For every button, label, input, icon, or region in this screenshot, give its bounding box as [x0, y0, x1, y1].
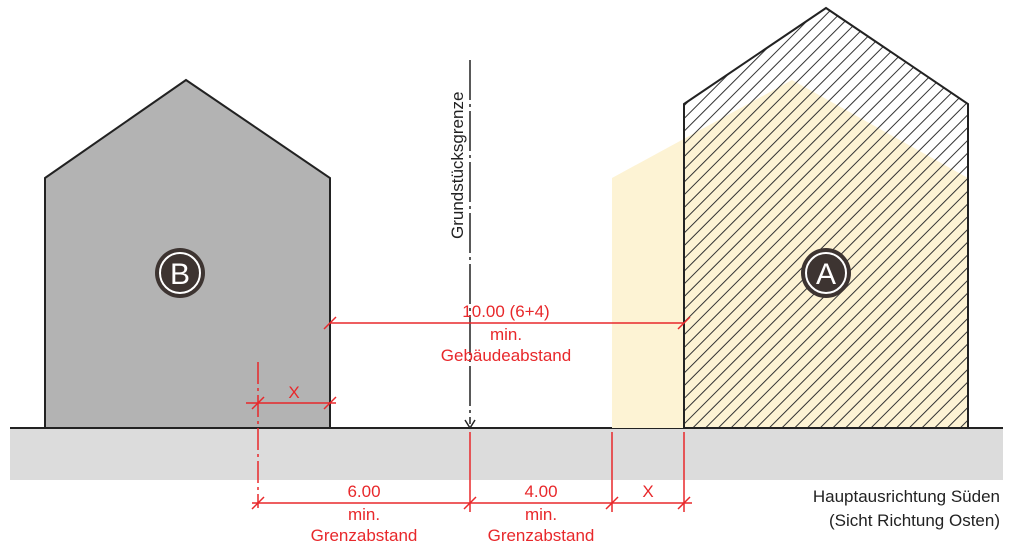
building-b-badge: B [155, 248, 205, 298]
building-distance-min: min. [490, 325, 522, 344]
building-a-badge: A [801, 248, 851, 298]
x-left-label: X [288, 383, 299, 402]
building-distance-value: 10.00 (6+4) [462, 302, 549, 321]
boundary-arrow [464, 419, 476, 430]
boundary-distance-right-value: 4.00 [524, 482, 557, 501]
building-distance-dimension [323, 316, 691, 330]
building-distance-label: Gebäudeabstand [441, 346, 571, 365]
building-a-hatch [684, 8, 968, 428]
orientation-line-1: Hauptausrichtung Süden [813, 487, 1000, 506]
lower-extension-lines [469, 432, 685, 512]
building-a-label: A [816, 258, 836, 291]
boundary-distance-left-min: min. [348, 505, 380, 524]
x-right-label: X [642, 482, 653, 501]
building-a [683, 6, 969, 429]
property-boundary-label: Grundstücksgrenze [448, 92, 467, 239]
ground [10, 428, 1003, 480]
building-b-label: B [170, 258, 190, 291]
x-left-dimension [246, 396, 337, 410]
boundary-distance-right-label: Grenzabstand [488, 526, 595, 545]
boundary-distance-left-label: Grenzabstand [311, 526, 418, 545]
lower-dimension-line [251, 496, 692, 510]
boundary-distance-right-min: min. [525, 505, 557, 524]
boundary-distance-left-value: 6.00 [347, 482, 380, 501]
orientation-line-2: (Sicht Richtung Osten) [829, 511, 1000, 530]
